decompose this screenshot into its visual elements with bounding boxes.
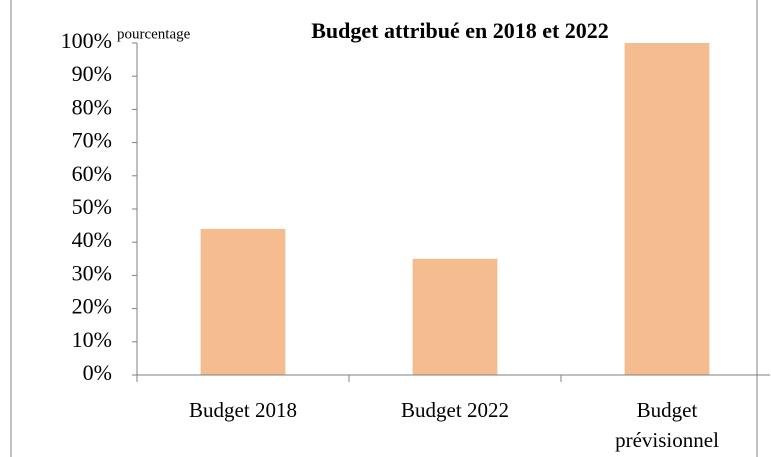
chart-title: Budget attribué en 2018 et 2022 (311, 18, 609, 43)
x-tick-label: Budget 2022 (401, 398, 509, 422)
y-tick-label: 60% (72, 161, 112, 186)
bar (412, 258, 498, 375)
y-tick-label: 20% (72, 294, 112, 319)
y-axis-label: pourcentage (117, 26, 191, 42)
x-tick-label: Budget prévisionnel (615, 398, 719, 452)
y-tick-label: 10% (72, 327, 112, 352)
y-tick-label: 50% (72, 194, 112, 219)
y-tick-label: 70% (72, 128, 112, 153)
y-tick-label: 40% (72, 227, 112, 252)
frame (10, 0, 758, 457)
y-tick-label: 80% (72, 94, 112, 119)
y-tick-label: 90% (72, 61, 112, 86)
bar (200, 228, 286, 375)
y-tick-label: 100% (61, 28, 112, 53)
y-tick-label: 0% (83, 360, 112, 385)
y-tick-label: 30% (72, 260, 112, 285)
x-tick-label: Budget 2018 (189, 398, 297, 422)
bar (624, 43, 710, 375)
